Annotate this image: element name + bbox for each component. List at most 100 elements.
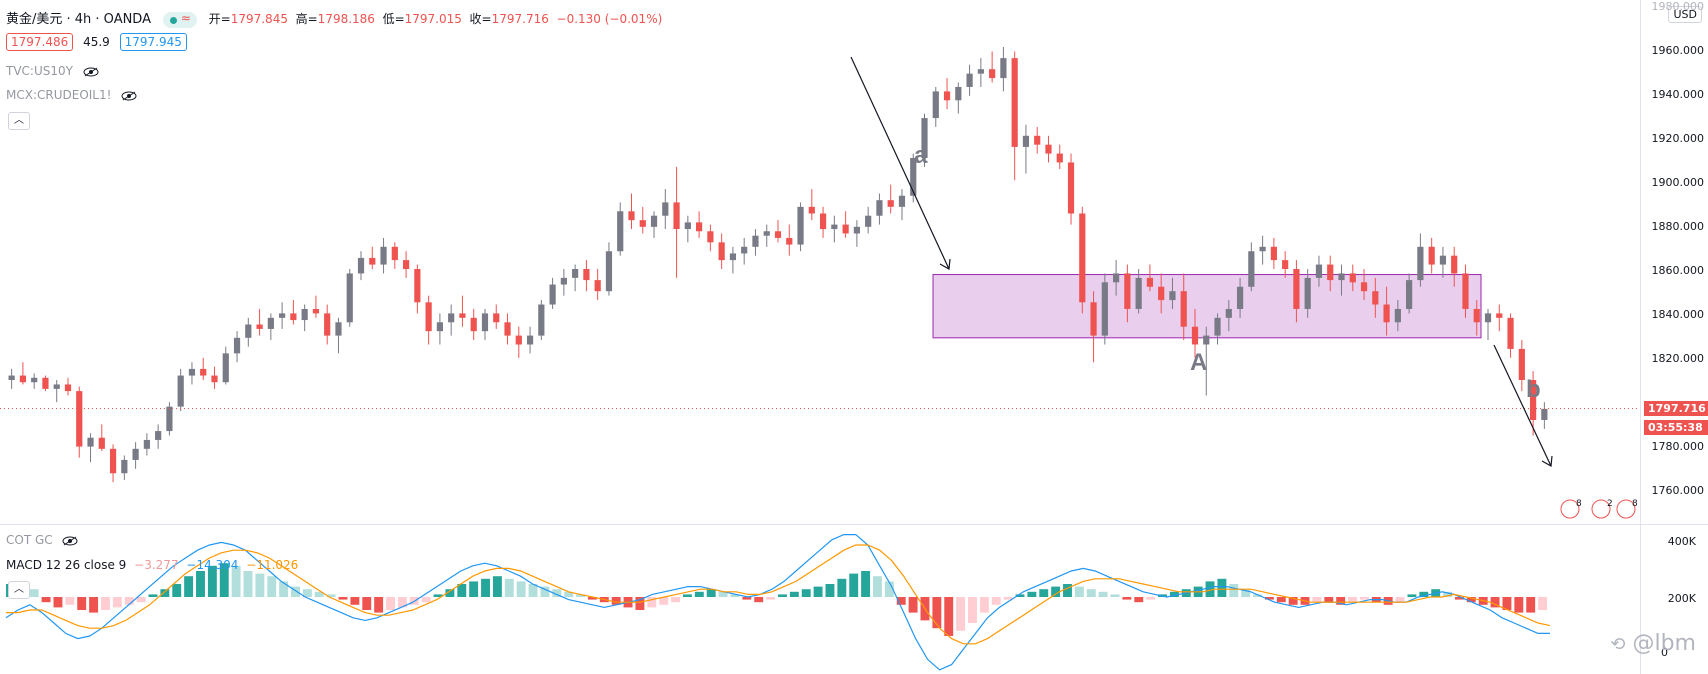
candle — [684, 215, 691, 243]
macd-hist-bar — [326, 594, 336, 597]
macd-legend[interactable]: MACD 12 26 close 9 −3.277 −14.304 −11.02… — [6, 558, 298, 572]
buy-price-button[interactable]: 1797.945 — [119, 33, 187, 51]
macd-hist-bar — [1502, 597, 1512, 610]
eye-hidden-icon[interactable] — [62, 536, 78, 546]
overlay-us10y[interactable]: TVC:US10Y — [6, 64, 99, 78]
symbol-title[interactable]: 黄金/美元 · 4h · OANDA — [6, 12, 151, 27]
macd-hist-bar — [89, 597, 99, 613]
price-tick: 1860.000 — [1651, 264, 1705, 277]
overlay-crudeoil[interactable]: MCX:CRUDEOIL1! — [6, 88, 137, 102]
annotation-a[interactable]: a — [914, 142, 928, 169]
macd-hist-bar — [207, 565, 217, 597]
candle — [583, 260, 590, 292]
candle — [1045, 135, 1052, 163]
candle — [538, 300, 545, 341]
macd-hist-bar — [671, 597, 681, 603]
bid-ask-row: 1797.486 45.9 1797.945 — [6, 33, 187, 51]
macd-hist-bar — [77, 597, 87, 610]
macd-hist-bar — [255, 573, 265, 597]
candle — [707, 224, 714, 252]
candle — [673, 166, 680, 278]
candle — [549, 277, 556, 309]
range-box[interactable] — [932, 274, 1482, 339]
macd-hist-bar — [421, 597, 431, 603]
candle — [42, 375, 49, 392]
candle — [1406, 273, 1413, 314]
macd-hist-bar — [611, 597, 621, 605]
macd-hist-bar — [243, 571, 253, 597]
sell-price-button[interactable]: 1797.486 — [6, 33, 74, 51]
candle — [1451, 246, 1458, 287]
candle — [312, 295, 320, 318]
candle — [1158, 273, 1165, 314]
macd-hist-bar — [291, 586, 300, 597]
macd-hist-bar — [742, 597, 752, 600]
range-box-rect[interactable] — [932, 274, 1482, 339]
candle — [1349, 264, 1356, 292]
macd-hist-bar — [338, 597, 348, 600]
macd-hist-bar — [350, 597, 360, 605]
candle — [1225, 300, 1232, 332]
currency-button[interactable]: USD — [1668, 6, 1702, 23]
macd-hist-bar — [694, 591, 704, 597]
candle — [64, 377, 72, 396]
candle — [1203, 326, 1210, 396]
annotation-A[interactable]: A — [1190, 349, 1207, 376]
candle — [481, 308, 489, 341]
cot-indicator-legend[interactable]: COT GC — [6, 533, 78, 547]
candle — [853, 220, 860, 247]
candle — [200, 357, 207, 380]
macd-hist-bar — [908, 597, 918, 613]
collapse-indicator-button[interactable]: ︿ — [8, 581, 30, 599]
price-tick: 1880.000 — [1651, 220, 1705, 233]
candle — [774, 220, 782, 243]
candle — [910, 153, 917, 203]
macd-hist-bar — [968, 597, 977, 623]
eye-hidden-icon[interactable] — [83, 67, 99, 77]
candle — [402, 251, 410, 278]
candle — [763, 224, 770, 247]
collapse-legend-button[interactable]: ︿ — [8, 112, 30, 130]
macd-hist-bar — [659, 597, 669, 605]
macd-hist-bar — [1526, 597, 1536, 613]
macd-hist-bar — [1146, 597, 1156, 600]
candle — [865, 206, 872, 234]
candle — [831, 215, 838, 243]
candle — [222, 346, 229, 385]
market-status-icon[interactable]: ≈ — [162, 11, 197, 28]
candle — [628, 193, 635, 230]
symbol-legend[interactable]: 黄金/美元 · 4h · OANDA ≈ 开=1797.845 高=1798.1… — [6, 8, 662, 28]
macd-hist-bar — [1027, 591, 1037, 597]
macd-hist-bar — [528, 584, 538, 597]
macd-hist-bar — [1454, 597, 1464, 600]
annotation-b[interactable]: b — [1526, 376, 1541, 403]
macd-hist-bar — [386, 597, 395, 610]
macd-hist-bar — [1538, 597, 1548, 610]
macd-hist-bar — [397, 597, 407, 608]
price-tick: 1920.000 — [1651, 132, 1705, 145]
macd-hist-bar — [1134, 597, 1144, 603]
candle — [786, 224, 793, 256]
candle — [1473, 300, 1480, 336]
trend-arrow-a[interactable] — [850, 56, 951, 270]
macd-hist-bar — [778, 594, 787, 597]
candle — [380, 237, 387, 274]
event-badges[interactable]: 8 2 8 — [1560, 499, 1638, 519]
candle — [1000, 47, 1007, 92]
macd-hist-bar — [504, 578, 514, 597]
macd-hist-bar — [1490, 597, 1500, 608]
eye-hidden-icon[interactable] — [121, 91, 137, 101]
trend-arrow-b[interactable] — [1493, 344, 1553, 467]
macd-hist-bar — [1514, 597, 1524, 613]
macd-hist-bar — [457, 584, 467, 597]
macd-hist-bar — [231, 565, 241, 597]
candle — [696, 211, 703, 238]
candle — [1146, 264, 1154, 292]
macd-hist-bar — [706, 589, 716, 597]
price-tick: 1940.000 — [1651, 88, 1705, 101]
candle — [166, 402, 173, 436]
macd-hist-bar — [789, 591, 799, 597]
macd-hist-bar — [1205, 581, 1215, 597]
macd-line-value: −14.304 — [186, 558, 239, 572]
